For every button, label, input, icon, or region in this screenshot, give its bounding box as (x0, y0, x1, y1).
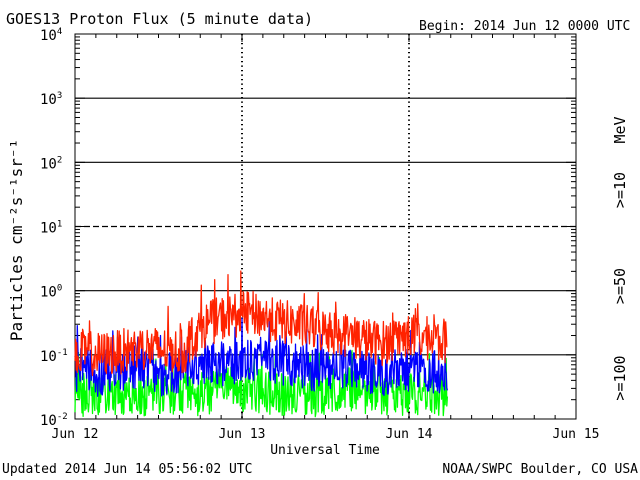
credit-label: NOAA/SWPC Boulder, CO USA (442, 462, 638, 477)
x-axis-label: Universal Time (270, 443, 380, 458)
y-tick-label: 101 (40, 220, 62, 237)
series-line-2 (74, 349, 449, 418)
y-tick-label: 103 (40, 91, 62, 108)
y-axis-tick-labels: 10-2 10-1 100 101 102 103 104 (40, 27, 68, 429)
unit-label: MeV (611, 116, 629, 143)
legend-entry-ge10: >=10 (611, 172, 629, 208)
y-tick-label: 104 (40, 27, 62, 44)
y-tick-label: 10-1 (40, 348, 68, 365)
x-tick-label: Jun 13 (219, 427, 266, 442)
series-line-0 (74, 270, 448, 377)
y-tick-label: 100 (40, 284, 62, 301)
y-tick-label: 10-2 (40, 412, 68, 429)
x-tick-label: Jun 14 (386, 427, 433, 442)
x-axis-ticks (74, 34, 577, 419)
x-tick-label: Jun 15 (553, 427, 600, 442)
y-tick-label: 102 (40, 155, 62, 172)
x-axis-tick-labels: Jun 12 Jun 13 Jun 14 Jun 15 (52, 427, 600, 442)
x-tick-label: Jun 12 (52, 427, 99, 442)
day-dividers (241, 34, 410, 419)
legend-entry-ge100: >=100 (611, 355, 629, 400)
begin-label: Begin: 2014 Jun 12 0000 UTC (419, 19, 630, 34)
chart-title: GOES13 Proton Flux (5 minute data) (6, 10, 313, 28)
y-axis-label: Particles cm⁻²s⁻¹sr⁻¹ (7, 139, 26, 341)
legend-entry-ge50: >=50 (611, 268, 629, 304)
updated-timestamp: Updated 2014 Jun 14 05:56:02 UTC (2, 462, 252, 477)
series-layer (74, 270, 449, 418)
